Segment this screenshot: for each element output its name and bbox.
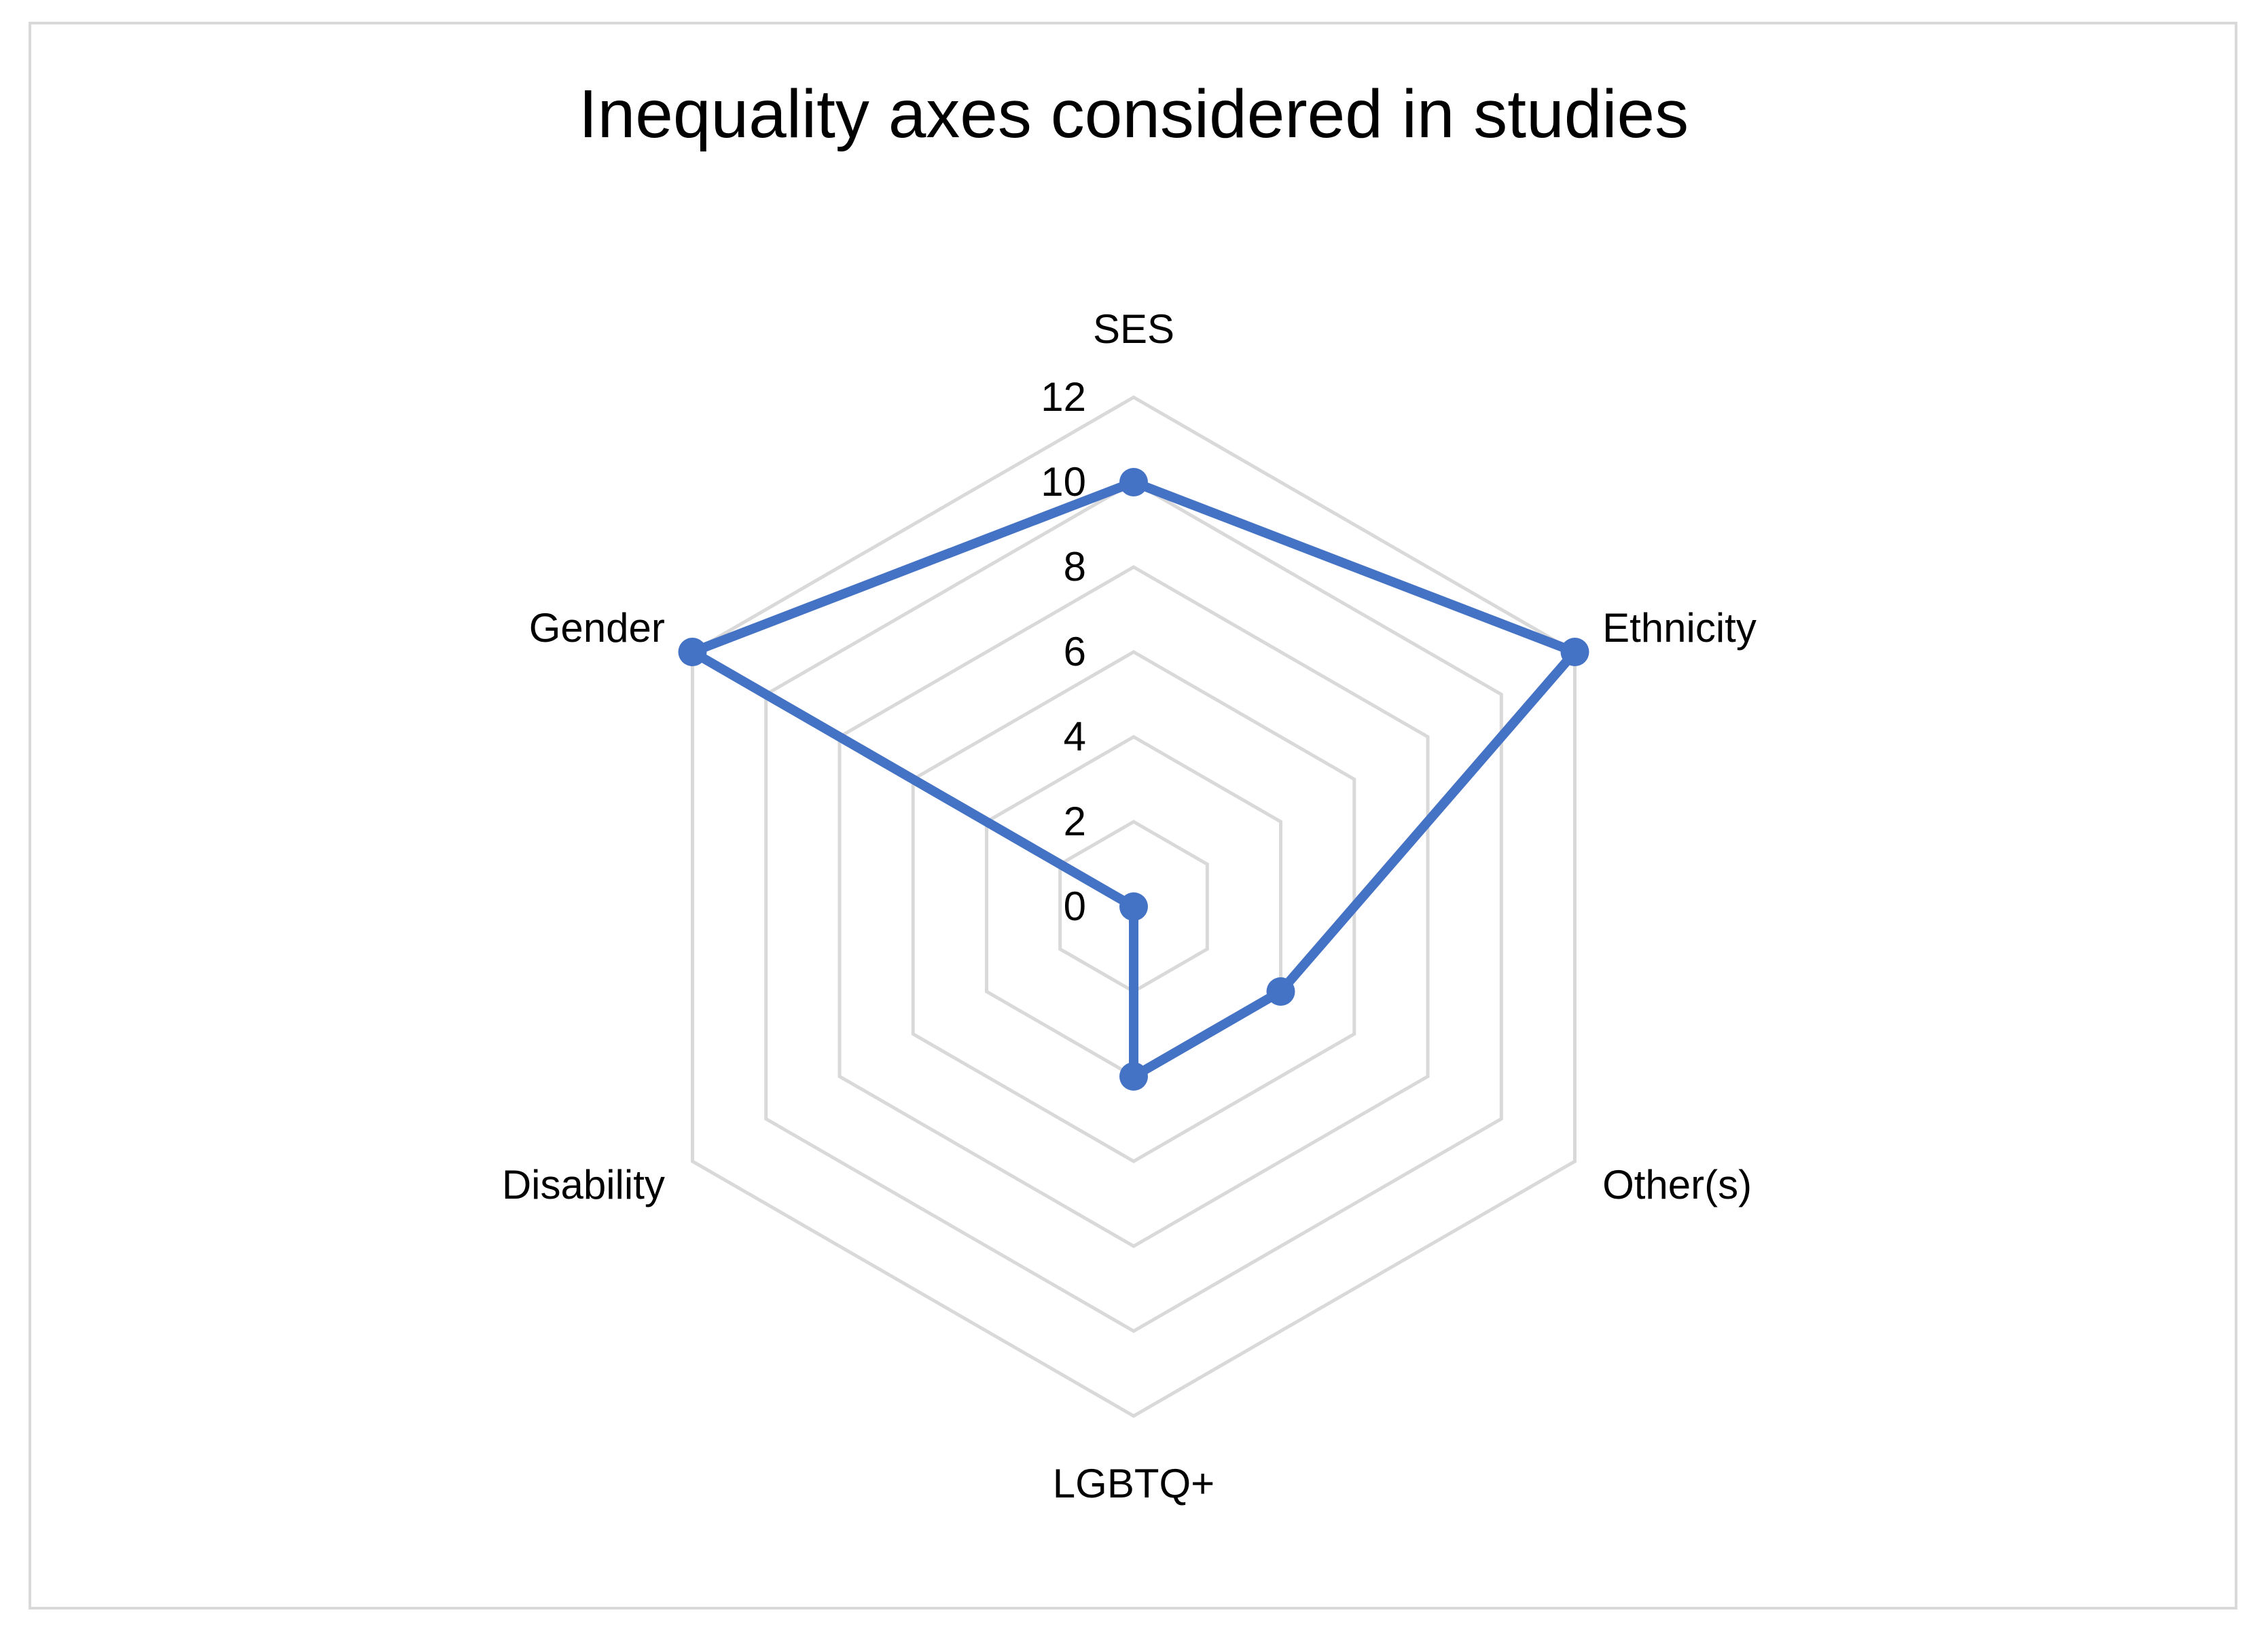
data-point: [1119, 1062, 1148, 1091]
radial-axis-ticks: 0 2 4 6 8 10 12: [1041, 374, 1086, 929]
tick-label: 12: [1041, 374, 1086, 420]
chart-area: [29, 22, 2237, 1610]
tick-label: 8: [1064, 544, 1086, 589]
series-line: [687, 477, 1580, 1081]
data-point: [678, 638, 707, 666]
tick-label: 6: [1064, 629, 1086, 674]
data-series: [678, 468, 1589, 1091]
data-point: [1266, 977, 1295, 1006]
tick-label: 0: [1064, 884, 1086, 929]
data-point: [1119, 468, 1148, 496]
tick-label: 2: [1064, 799, 1086, 844]
tick-label: 10: [1041, 459, 1086, 505]
category-label-other-s: Other(s): [1602, 1162, 1752, 1207]
category-label-ses: SES: [1093, 306, 1174, 352]
chart-title: Inequality axes considered in studies: [579, 76, 1689, 152]
category-label-ethnicity: Ethnicity: [1602, 605, 1757, 651]
category-label-lgbtq: LGBTQ+: [1053, 1461, 1214, 1506]
data-point: [1119, 892, 1148, 921]
category-labels: SES Ethnicity Other(s) LGBTQ+ Disability Gend…: [502, 306, 1757, 1506]
data-point: [1560, 638, 1589, 666]
tick-label: 4: [1064, 714, 1086, 759]
category-label-disability: Disability: [502, 1162, 665, 1207]
category-label-gender: Gender: [529, 605, 665, 651]
